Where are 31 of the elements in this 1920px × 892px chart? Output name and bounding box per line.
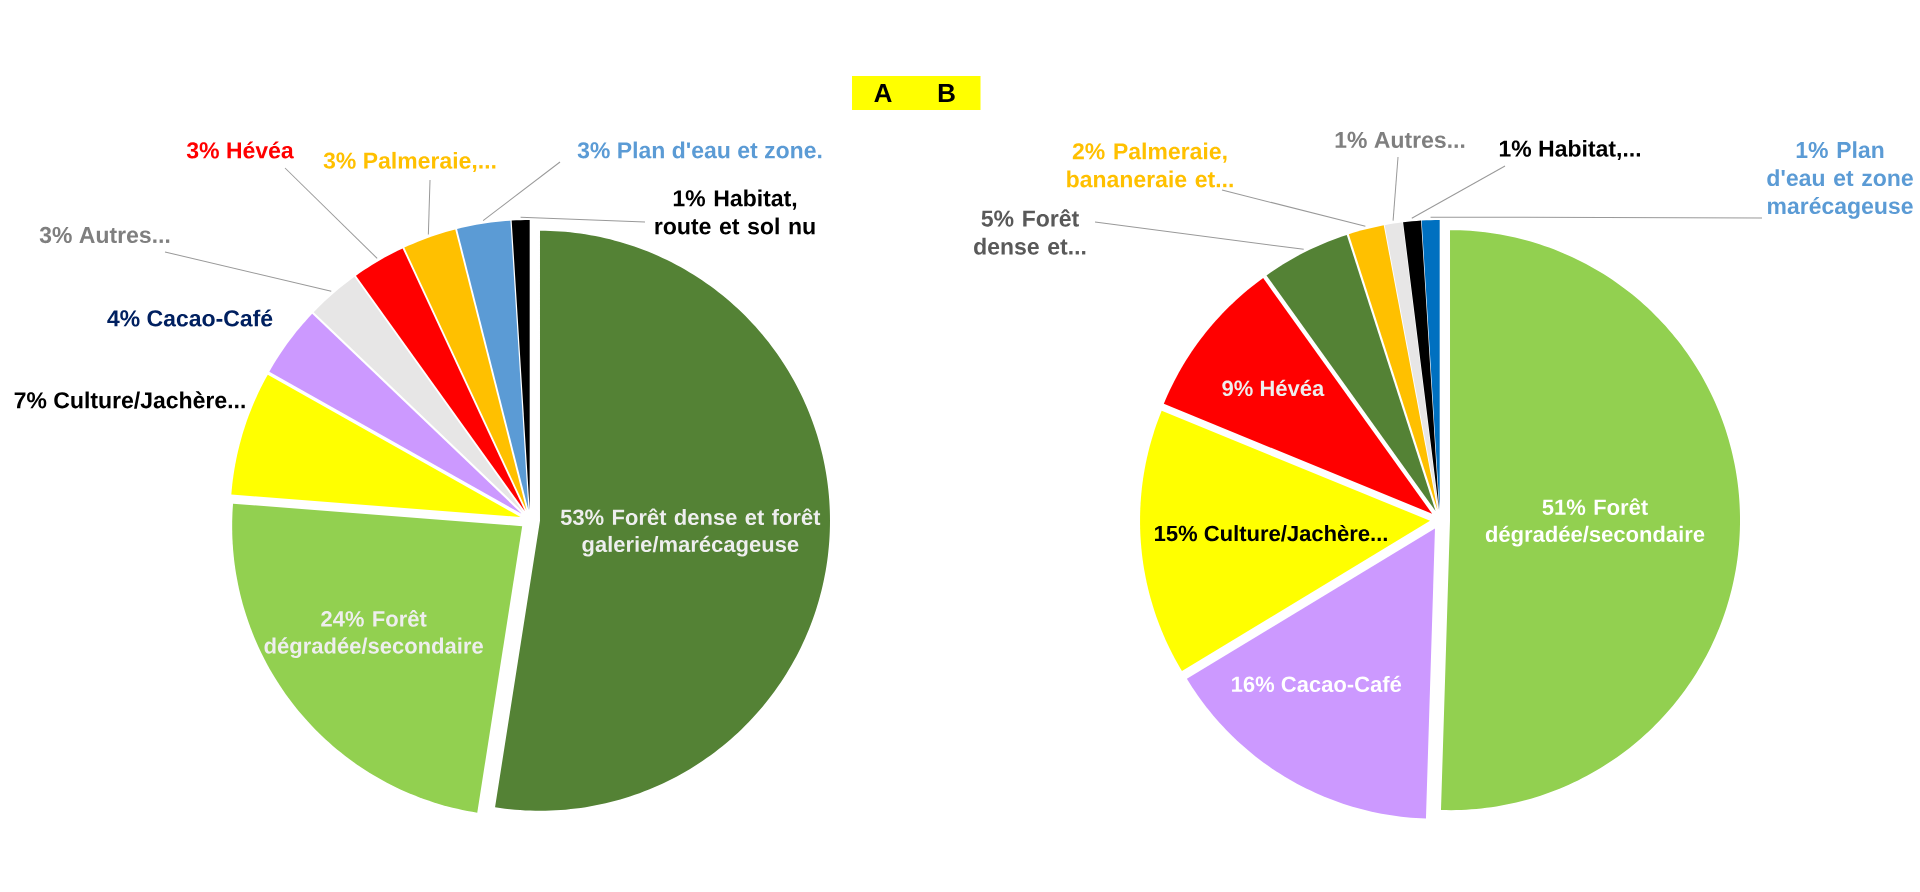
- slice-label: Hévéa: [227, 141, 294, 159]
- slice-label: Autres...: [1374, 132, 1465, 149]
- data-label: 1%: [1499, 140, 1532, 157]
- data-label: 51%: [1542, 499, 1586, 515]
- data-label: 3%: [39, 226, 72, 244]
- slice-label: Cacao-Café: [147, 309, 273, 327]
- data-label: 3%: [186, 142, 219, 159]
- data-label: 1%: [673, 190, 705, 207]
- data-label: 5%: [981, 210, 1014, 227]
- data-label: 9%: [1222, 380, 1253, 397]
- slice-label: Culture/Jachère...: [54, 391, 245, 409]
- data-label: 24%: [321, 611, 364, 627]
- data-label: 3%: [323, 152, 356, 169]
- slice-label: Cacao-Café: [1281, 675, 1402, 693]
- data-label: 53%: [560, 509, 604, 526]
- data-label: 4%: [107, 310, 140, 327]
- slice-label: Hévéa: [1260, 379, 1325, 397]
- data-label: 3%: [577, 142, 610, 159]
- data-label: 1%: [1335, 131, 1367, 149]
- data-label: 1%: [1796, 141, 1828, 159]
- data-label: 2%: [1072, 143, 1105, 160]
- data-label: 16%: [1232, 676, 1275, 693]
- slice-label: Plan d'eau et zone.: [618, 141, 822, 159]
- data-label: 15%: [1155, 525, 1198, 542]
- slice-label: Autres...: [79, 227, 170, 244]
- text: A: [874, 84, 892, 102]
- data-label: 7%: [14, 392, 47, 409]
- chart-title: B: [938, 84, 955, 102]
- slice-label: Palmeraie,...: [364, 151, 496, 173]
- slice-label: Habitat,...: [1539, 139, 1640, 161]
- slice-label: Culture/Jachère...: [1204, 524, 1387, 542]
